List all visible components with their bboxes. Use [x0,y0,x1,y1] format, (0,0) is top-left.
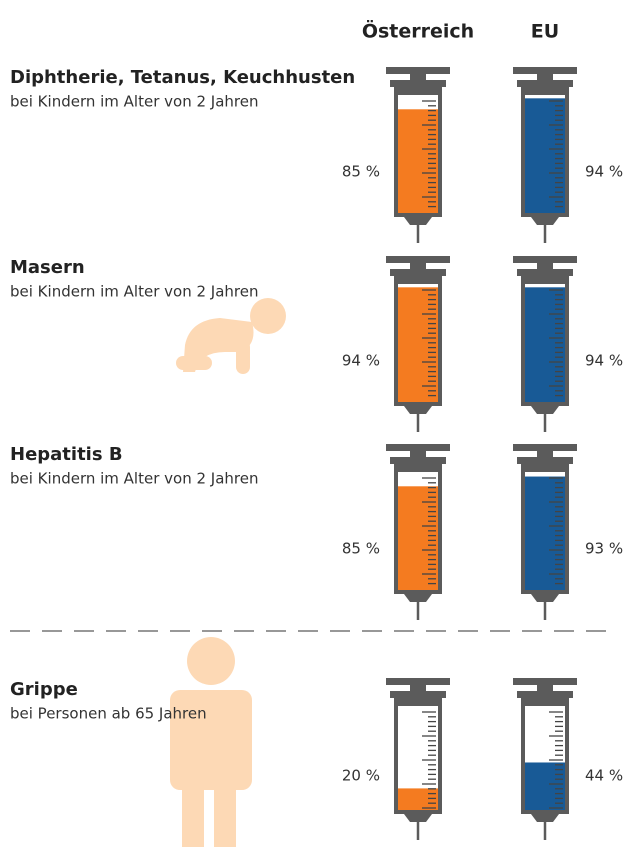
value-label: 93 % [585,540,623,558]
plunger-head [398,702,438,706]
hub [531,814,559,822]
plunger-cap [386,67,450,74]
row-subtitle: bei Kindern im Alter von 2 Jahren [10,93,258,111]
row-subtitle: bei Personen ab 65 Jahren [10,705,207,723]
column-header: EU [531,21,559,43]
hub [531,406,559,414]
syringe [513,256,577,432]
row-title: Grippe [10,679,78,700]
syringe [386,67,450,243]
plunger-stem [537,451,553,458]
plunger-stem [410,74,426,81]
syringe [513,444,577,620]
plunger-cap [513,444,577,451]
hub [404,594,432,602]
flange [517,691,573,698]
flange [390,691,446,698]
flange [390,80,446,87]
hub [531,594,559,602]
fill-bar [525,98,565,213]
flange [390,269,446,276]
value-label: 44 % [585,767,623,785]
row-title: Diphtherie, Tetanus, Keuchhusten [10,67,355,88]
plunger-cap [513,256,577,263]
plunger-cap [386,256,450,263]
fill-bar [398,788,438,810]
plunger-head [398,468,438,472]
plunger-stem [537,685,553,692]
hub [531,217,559,225]
fill-bar [398,486,438,590]
plunger-head [525,91,565,95]
plunger-cap [386,678,450,685]
value-label: 85 % [342,540,380,558]
plunger-head [525,702,565,706]
hub [404,217,432,225]
value-label: 20 % [342,767,380,785]
baby-icon [176,298,286,374]
plunger-head [525,280,565,284]
fill-bar [398,109,438,213]
row-title: Hepatitis B [10,444,123,465]
hub [404,814,432,822]
fill-bar [525,762,565,810]
plunger-cap [513,67,577,74]
fill-bar [398,287,438,402]
hub [404,406,432,414]
plunger-stem [410,263,426,270]
row-subtitle: bei Kindern im Alter von 2 Jahren [10,470,258,488]
value-label: 94 % [342,352,380,370]
plunger-head [525,468,565,472]
syringe [513,67,577,243]
value-label: 94 % [585,163,623,181]
row-title: Masern [10,257,85,278]
plunger-stem [410,685,426,692]
flange [517,269,573,276]
row-subtitle: bei Kindern im Alter von 2 Jahren [10,283,258,301]
flange [390,457,446,464]
value-label: 85 % [342,163,380,181]
syringe [386,678,450,840]
flange [517,80,573,87]
value-label: 94 % [585,352,623,370]
plunger-stem [537,74,553,81]
flange [517,457,573,464]
column-header: Österreich [362,19,474,43]
plunger-head [398,91,438,95]
fill-bar [525,287,565,402]
syringe [386,444,450,620]
plunger-cap [386,444,450,451]
syringe [386,256,450,432]
syringe [513,678,577,840]
plunger-stem [410,451,426,458]
plunger-stem [537,263,553,270]
plunger-cap [513,678,577,685]
fill-bar [525,476,565,590]
plunger-head [398,280,438,284]
person-icon [170,637,252,847]
